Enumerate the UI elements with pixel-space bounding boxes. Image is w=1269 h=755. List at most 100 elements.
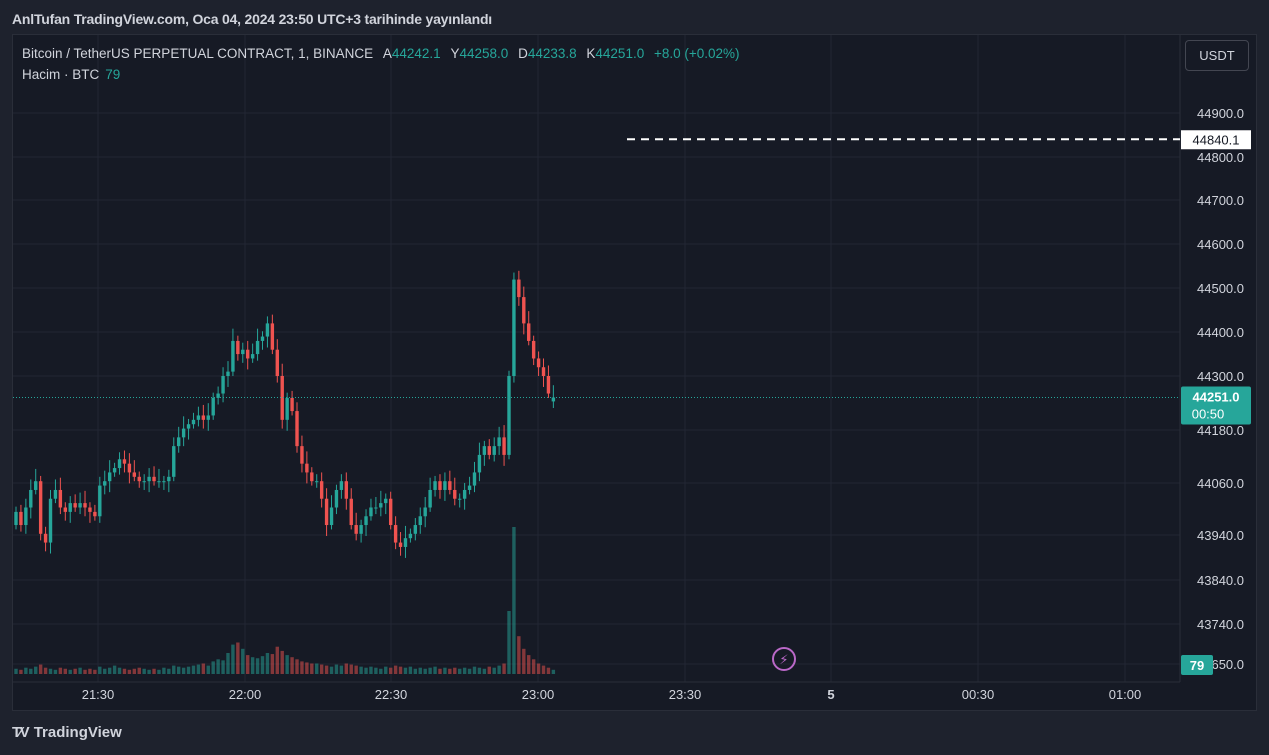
volume-bar <box>196 664 201 674</box>
last-price-badge <box>1181 386 1251 425</box>
candle-body <box>467 485 472 490</box>
volume-bar <box>319 664 324 674</box>
volume-value: 79 <box>105 67 121 82</box>
price-tick-label: 44180.0 <box>1197 423 1244 438</box>
time-tick-label: 00:30 <box>962 687 995 702</box>
volume-bar <box>83 669 87 674</box>
volume-bar <box>295 659 299 674</box>
published-caption: AnlTufan TradingView.com, Oca 04, 2024 2… <box>12 11 492 27</box>
open-value: 44242.1 <box>391 46 441 61</box>
open-label: A <box>382 46 392 61</box>
volume-bar <box>551 669 556 674</box>
candle-body <box>206 415 210 420</box>
volume-bar <box>98 666 102 674</box>
volume-bar <box>354 665 358 674</box>
volume-bar <box>265 653 270 674</box>
volume-bar <box>339 665 344 674</box>
volume-badge-label: 79 <box>1190 658 1204 673</box>
volume-bar <box>507 611 511 674</box>
volume-bar <box>167 668 171 674</box>
candle-body <box>492 446 496 455</box>
candle-body <box>162 481 166 483</box>
candle-body <box>167 476 171 482</box>
volume-bar <box>63 668 67 674</box>
countdown-label: 00:50 <box>1192 406 1225 421</box>
lightning-event-icon[interactable] <box>772 647 796 671</box>
volume-bar <box>502 663 506 674</box>
volume-bar <box>369 666 373 674</box>
symbol-title: Bitcoin / TetherUS PERPETUAL CONTRACT, 1… <box>22 46 374 61</box>
candle-body <box>260 336 265 341</box>
candle-body <box>117 459 122 469</box>
volume-bar <box>186 666 191 674</box>
low-value: 44233.8 <box>527 46 577 61</box>
tradingview-logo[interactable]: T⁄V TradingView <box>12 724 122 741</box>
volume-bar <box>527 655 531 674</box>
volume-bar <box>226 653 230 674</box>
volume-bar <box>374 667 378 674</box>
low-label: D <box>518 46 528 61</box>
volume-bar <box>290 657 294 674</box>
candle-body <box>285 397 289 420</box>
volume-bar <box>408 666 413 674</box>
volume-bar <box>546 667 551 674</box>
volume-bar <box>176 666 181 674</box>
volume-bar <box>270 654 275 674</box>
candle-body <box>221 376 225 394</box>
volume-bar <box>285 655 289 674</box>
volume-bar <box>112 665 117 674</box>
candle-body <box>78 503 82 508</box>
symbol-legend: Bitcoin / TetherUS PERPETUAL CONTRACT, 1… <box>22 46 740 61</box>
candle-body <box>398 542 403 547</box>
volume-bar <box>117 667 122 674</box>
change-value: +8.0 (+0.02%) <box>653 46 740 61</box>
volume-bar <box>137 667 141 674</box>
time-tick-label: 5 <box>827 687 834 702</box>
chart-pane[interactable] <box>12 34 1257 711</box>
volume-bar <box>221 660 225 674</box>
volume-legend: Hacim · BTC 79 <box>22 67 120 82</box>
volume-bar <box>191 665 196 674</box>
price-tick-label: 43740.0 <box>1197 617 1244 632</box>
high-label: Y <box>450 46 460 61</box>
candle-body <box>453 489 457 499</box>
candle-body <box>241 349 245 355</box>
candle-body <box>531 340 536 359</box>
volume-bar <box>477 667 482 674</box>
currency-button[interactable]: USDT <box>1185 40 1249 71</box>
candle-body <box>482 446 487 455</box>
volume-bar <box>172 665 176 674</box>
volume-bar <box>246 655 250 674</box>
candle-body <box>172 446 176 477</box>
volume-bar <box>512 527 516 674</box>
candle-body <box>310 472 314 482</box>
price-tick-label: 44800.0 <box>1197 150 1244 165</box>
candle-body <box>14 511 18 526</box>
candle-body <box>34 481 38 490</box>
candle-body <box>196 415 201 420</box>
high-price-label: 44840.1 <box>1193 132 1240 147</box>
candle-body <box>63 507 67 512</box>
volume-bar <box>428 667 432 674</box>
volume-bar <box>14 668 18 674</box>
candle-body <box>191 419 196 425</box>
candle-body <box>443 481 447 490</box>
volume-bar <box>364 667 368 674</box>
candle-body <box>157 481 161 483</box>
volume-bar <box>201 663 206 674</box>
candle-body <box>388 498 393 526</box>
candle-body <box>487 446 491 455</box>
volume-bar <box>522 648 526 674</box>
volume-bar <box>78 667 82 674</box>
volume-bar <box>462 667 467 674</box>
volume-bar <box>403 667 408 674</box>
volume-bar <box>152 668 156 674</box>
candle-body <box>502 437 506 455</box>
candle-body <box>270 323 275 350</box>
candle-body <box>384 498 388 504</box>
candle-body <box>541 367 546 376</box>
volume-bar <box>250 657 255 674</box>
candle-body <box>201 415 206 420</box>
close-label: K <box>586 46 596 61</box>
